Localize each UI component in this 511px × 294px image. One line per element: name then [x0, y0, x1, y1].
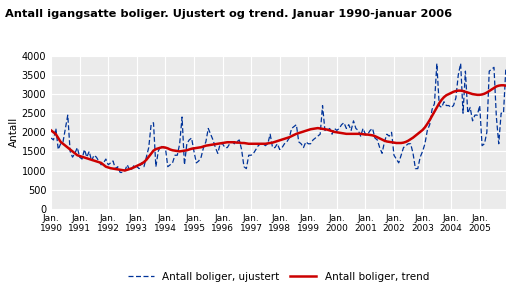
Antall boliger, trend	[234, 141, 240, 144]
Antall boliger, ujustert	[434, 62, 440, 65]
Antall boliger, trend	[48, 129, 54, 132]
Antall boliger, ujustert	[503, 66, 509, 69]
Antall boliger, trend	[336, 131, 342, 134]
Y-axis label: Antall: Antall	[9, 117, 19, 147]
Line: Antall boliger, trend: Antall boliger, trend	[51, 85, 506, 171]
Antall boliger, trend	[503, 84, 509, 87]
Antall boliger, ujustert	[48, 136, 54, 140]
Antall boliger, ujustert	[336, 127, 342, 130]
Antall boliger, ujustert	[117, 171, 123, 174]
Antall boliger, trend	[122, 169, 128, 172]
Line: Antall boliger, ujustert: Antall boliger, ujustert	[51, 64, 506, 172]
Legend: Antall boliger, ujustert, Antall boliger, trend: Antall boliger, ujustert, Antall boliger…	[124, 268, 433, 286]
Antall boliger, trend	[310, 127, 316, 131]
Antall boliger, trend	[279, 138, 285, 141]
Antall boliger, ujustert	[103, 157, 109, 161]
Antall boliger, ujustert	[239, 148, 245, 151]
Text: Antall igangsatte boliger. Ujustert og trend. Januar 1990-januar 2006: Antall igangsatte boliger. Ujustert og t…	[5, 9, 452, 19]
Antall boliger, trend	[498, 83, 504, 87]
Antall boliger, trend	[103, 165, 109, 168]
Antall boliger, ujustert	[234, 140, 240, 144]
Antall boliger, trend	[239, 141, 245, 145]
Antall boliger, ujustert	[310, 138, 316, 142]
Antall boliger, ujustert	[279, 146, 285, 149]
